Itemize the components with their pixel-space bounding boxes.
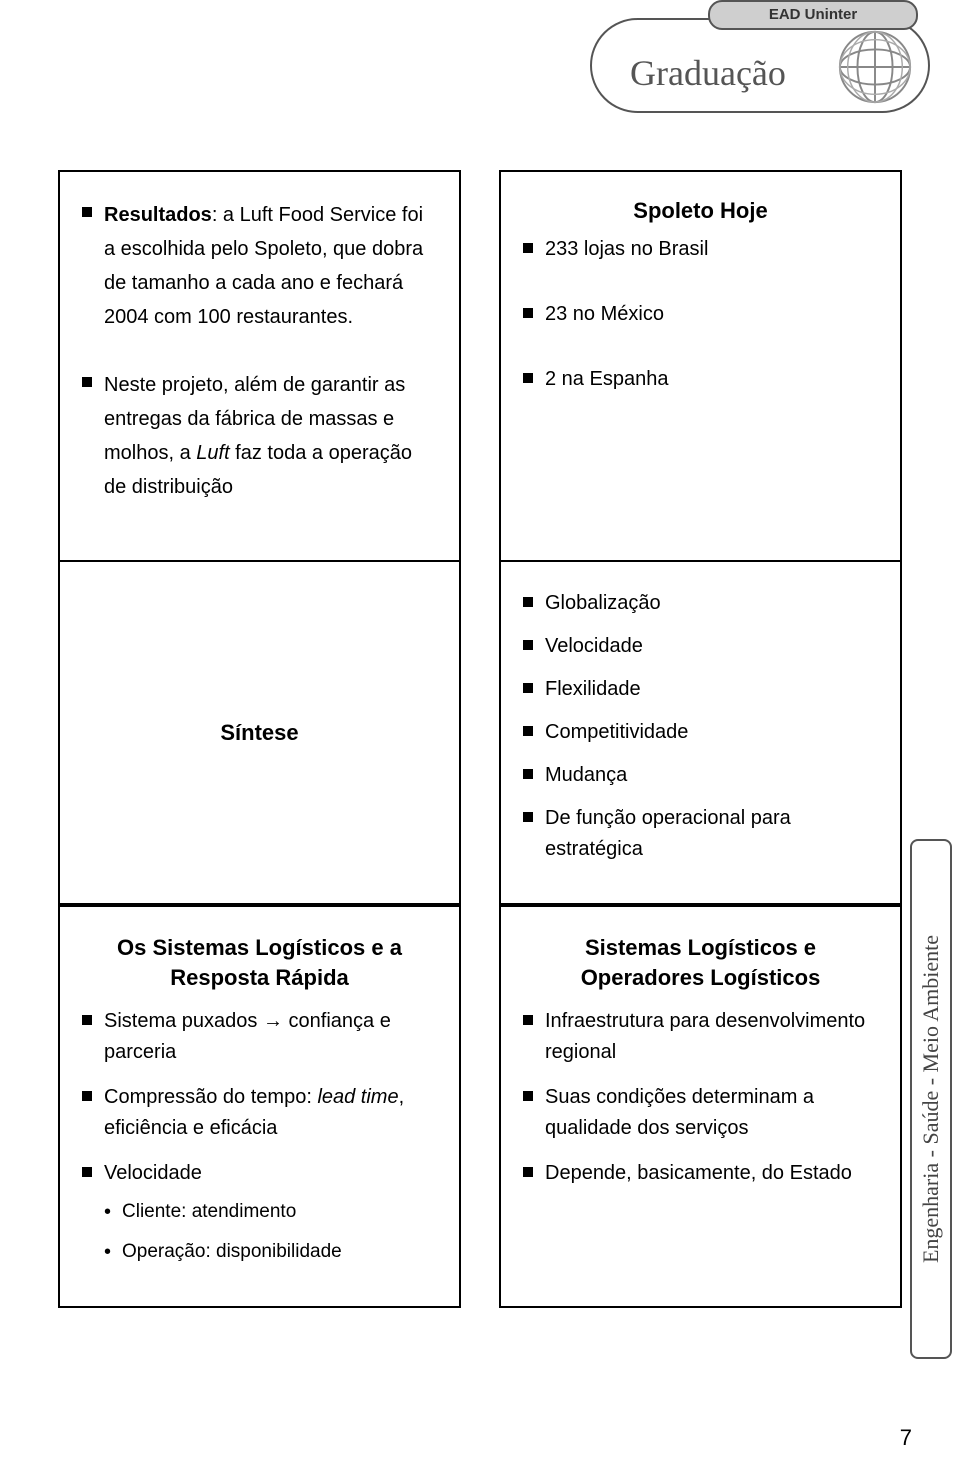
globe-grid-icon: [836, 28, 914, 106]
row-3: Os Sistemas Logísticos e a Resposta Rápi…: [58, 905, 902, 1308]
header-tab: EAD Uninter: [708, 0, 918, 30]
box-resultados: Resultados: a Luft Food Service foi a es…: [58, 170, 461, 566]
list-item: Competitividade: [523, 717, 878, 748]
list-item: Compressão do tempo: lead time, eficiênc…: [82, 1082, 437, 1144]
list-item: Infraestrutura para desenvolvimento regi…: [523, 1006, 878, 1068]
list-item: Mudança: [523, 760, 878, 791]
sub-item: Operação: disponibilidade: [104, 1237, 437, 1266]
title-sintese: Síntese: [220, 720, 298, 746]
list-item: Velocidade Cliente: atendimento Operação…: [82, 1158, 437, 1266]
list-item: Depende, basicamente, do Estado: [523, 1158, 878, 1189]
title-sistemas-resposta: Os Sistemas Logísticos e a Resposta Rápi…: [82, 933, 437, 992]
box-sistemas-operadores: Sistemas Logísticos e Operadores Logísti…: [499, 905, 902, 1308]
list-item: 2 na Espanha: [523, 364, 878, 395]
row-1: Resultados: a Luft Food Service foi a es…: [58, 170, 902, 566]
side-label: Engenharia - Saúde - Meio Ambiente: [910, 839, 952, 1359]
title-spoleto-hoje: Spoleto Hoje: [523, 198, 878, 224]
row-2: Síntese Globalização Velocidade Flexilid…: [58, 560, 902, 905]
list-item: Flexilidade: [523, 674, 878, 705]
bullet-resultados-1: Resultados: a Luft Food Service foi a es…: [82, 198, 437, 334]
list-item: De função operacional para estratégica: [523, 803, 878, 865]
list-item: 233 lojas no Brasil: [523, 234, 878, 265]
box-sintese: Síntese: [58, 560, 461, 905]
box-spoleto-hoje: Spoleto Hoje 233 lojas no Brasil 23 no M…: [499, 170, 902, 566]
arrow-right-icon: →: [263, 1010, 283, 1032]
box-sistemas-resposta: Os Sistemas Logísticos e a Resposta Rápi…: [58, 905, 461, 1308]
header-title: Graduação: [630, 52, 786, 94]
list-item: Globalização: [523, 588, 878, 619]
list-item: Sistema puxados → confiança e parceria: [82, 1006, 437, 1068]
header-capsule: EAD Uninter Graduação: [590, 18, 930, 113]
list-item: 23 no México: [523, 299, 878, 330]
bullet-resultados-2: Neste projeto, além de garantir as entre…: [82, 368, 437, 504]
side-label-text: Engenharia - Saúde - Meio Ambiente: [918, 935, 944, 1263]
sub-item: Cliente: atendimento: [104, 1197, 437, 1226]
list-item: Suas condições determinam a qualidade do…: [523, 1082, 878, 1144]
box-sintese-items: Globalização Velocidade Flexilidade Comp…: [499, 560, 902, 905]
list-item: Velocidade: [523, 631, 878, 662]
title-sistemas-operadores: Sistemas Logísticos e Operadores Logísti…: [523, 933, 878, 992]
page-number: 7: [900, 1425, 912, 1451]
